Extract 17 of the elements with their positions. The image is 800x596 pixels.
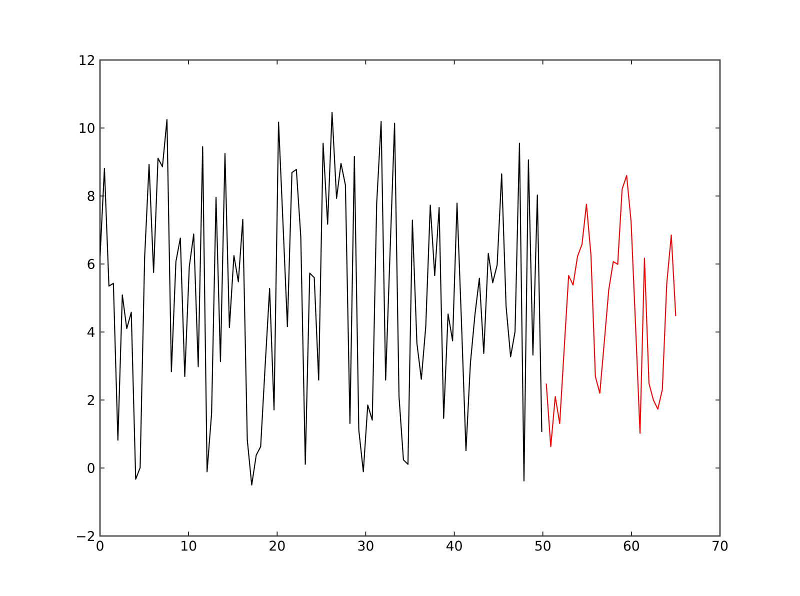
- x-tick-label: 0: [96, 540, 104, 551]
- y-tick-label: −2: [77, 531, 94, 541]
- x-tick-label: 60: [624, 540, 640, 551]
- y-tick-label: 10: [80, 122, 94, 134]
- y-tick-label: 2: [88, 395, 94, 405]
- x-tick-label: 20: [270, 540, 285, 551]
- x-tick-label: 40: [446, 540, 462, 551]
- line-series: [546, 175, 676, 448]
- y-tick-label: 6: [88, 258, 94, 270]
- x-tick-label: 70: [712, 540, 728, 551]
- y-tick-label: 8: [88, 190, 94, 202]
- x-tick-label: 10: [182, 540, 196, 551]
- y-tick-label: 0: [88, 462, 94, 474]
- x-tick-label: 30: [358, 540, 374, 551]
- y-tick-label: 12: [80, 55, 94, 65]
- y-tick-label: 4: [87, 327, 95, 337]
- x-tick-label: 50: [535, 540, 550, 551]
